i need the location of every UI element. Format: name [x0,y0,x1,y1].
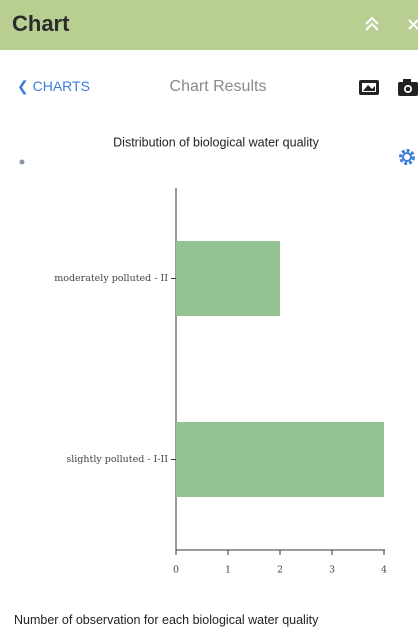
x-tick-label: 0 [173,565,179,576]
x-tick-label: 1 [225,565,231,576]
back-link[interactable]: ❮ CHARTS [17,78,90,94]
header-icons [365,16,418,31]
x-tick-label: 4 [381,565,387,576]
x-tick-label: 2 [277,565,283,576]
header-bar: Chart [0,0,418,50]
settings-button[interactable] [399,149,415,165]
header-title: Chart [12,11,70,36]
collapse-button[interactable] [365,16,379,31]
status-dot [19,159,25,165]
chart-title: Distribution of biological water quality [113,135,319,149]
image-button[interactable] [359,80,379,95]
bar [176,241,280,316]
close-button[interactable] [408,19,418,30]
back-label[interactable]: CHARTS [32,78,90,94]
camera-button[interactable] [398,79,418,96]
y-tick-label: slightly polluted - I-II [66,454,168,465]
y-tick-label: moderately polluted - II [54,273,168,284]
nav-title: Chart Results [169,78,267,95]
chart-caption: Number of observation for each biologica… [14,613,319,627]
x-tick-label: 3 [329,565,335,576]
bar [176,422,384,497]
